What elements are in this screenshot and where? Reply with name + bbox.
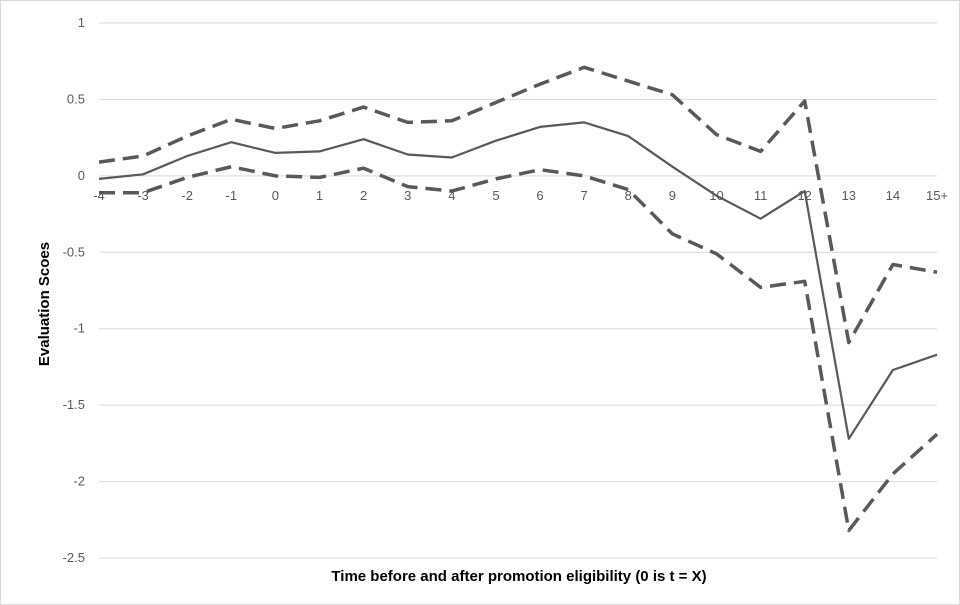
x-tick-label: 6: [536, 188, 543, 203]
x-tick-label: -2: [181, 188, 193, 203]
estimate-solid-line: [98, 121, 938, 440]
x-tick-label: -4: [93, 188, 105, 203]
x-tick-label: 9: [669, 188, 676, 203]
x-tick-label: 10: [709, 188, 723, 203]
y-axis-title: Evaluation Scoes: [36, 242, 53, 366]
x-tick-label: 8: [625, 188, 632, 203]
x-tick-label: 14: [886, 188, 900, 203]
y-tick-label: -1.5: [63, 397, 85, 412]
lower-bound-dashed-line: [99, 164, 939, 533]
x-tick-label: -3: [137, 188, 149, 203]
y-tick-label: -2: [73, 474, 85, 489]
upper-bound-dashed-line: [98, 65, 938, 345]
x-tick-label: -1: [226, 188, 238, 203]
y-axis-tick-labels: 1 0.5 0 -0.5 -1 -1.5 -2 -2.5: [63, 15, 85, 565]
y-tick-label: 1: [78, 15, 85, 30]
y-tick-label: -1: [73, 321, 85, 336]
series-lines: [98, 65, 939, 533]
y-tick-label: 0: [78, 168, 85, 183]
x-tick-label: 2: [360, 188, 367, 203]
x-tick-label: 0: [272, 188, 279, 203]
x-tick-label: 7: [581, 188, 588, 203]
x-tick-label: 4: [448, 188, 455, 203]
y-tick-label: -2.5: [63, 550, 85, 565]
x-tick-label: 15+: [926, 188, 948, 203]
x-tick-label: 13: [842, 188, 856, 203]
x-tick-label: 5: [492, 188, 499, 203]
x-tick-label: 12: [797, 188, 811, 203]
x-axis-title: Time before and after promotion eligibil…: [331, 568, 706, 585]
x-axis-tick-labels: -4 -3 -2 -1 0 1 2 3 4 5 6 7 8 9 10 11 12 13 14 15+: [93, 188, 948, 203]
x-tick-label: 1: [316, 188, 323, 203]
x-tick-label: 11: [754, 188, 768, 203]
y-tick-label: -0.5: [63, 244, 85, 259]
y-tick-label: 0.5: [67, 91, 85, 106]
gridlines: [99, 22, 937, 559]
x-tick-label: 3: [404, 188, 411, 203]
